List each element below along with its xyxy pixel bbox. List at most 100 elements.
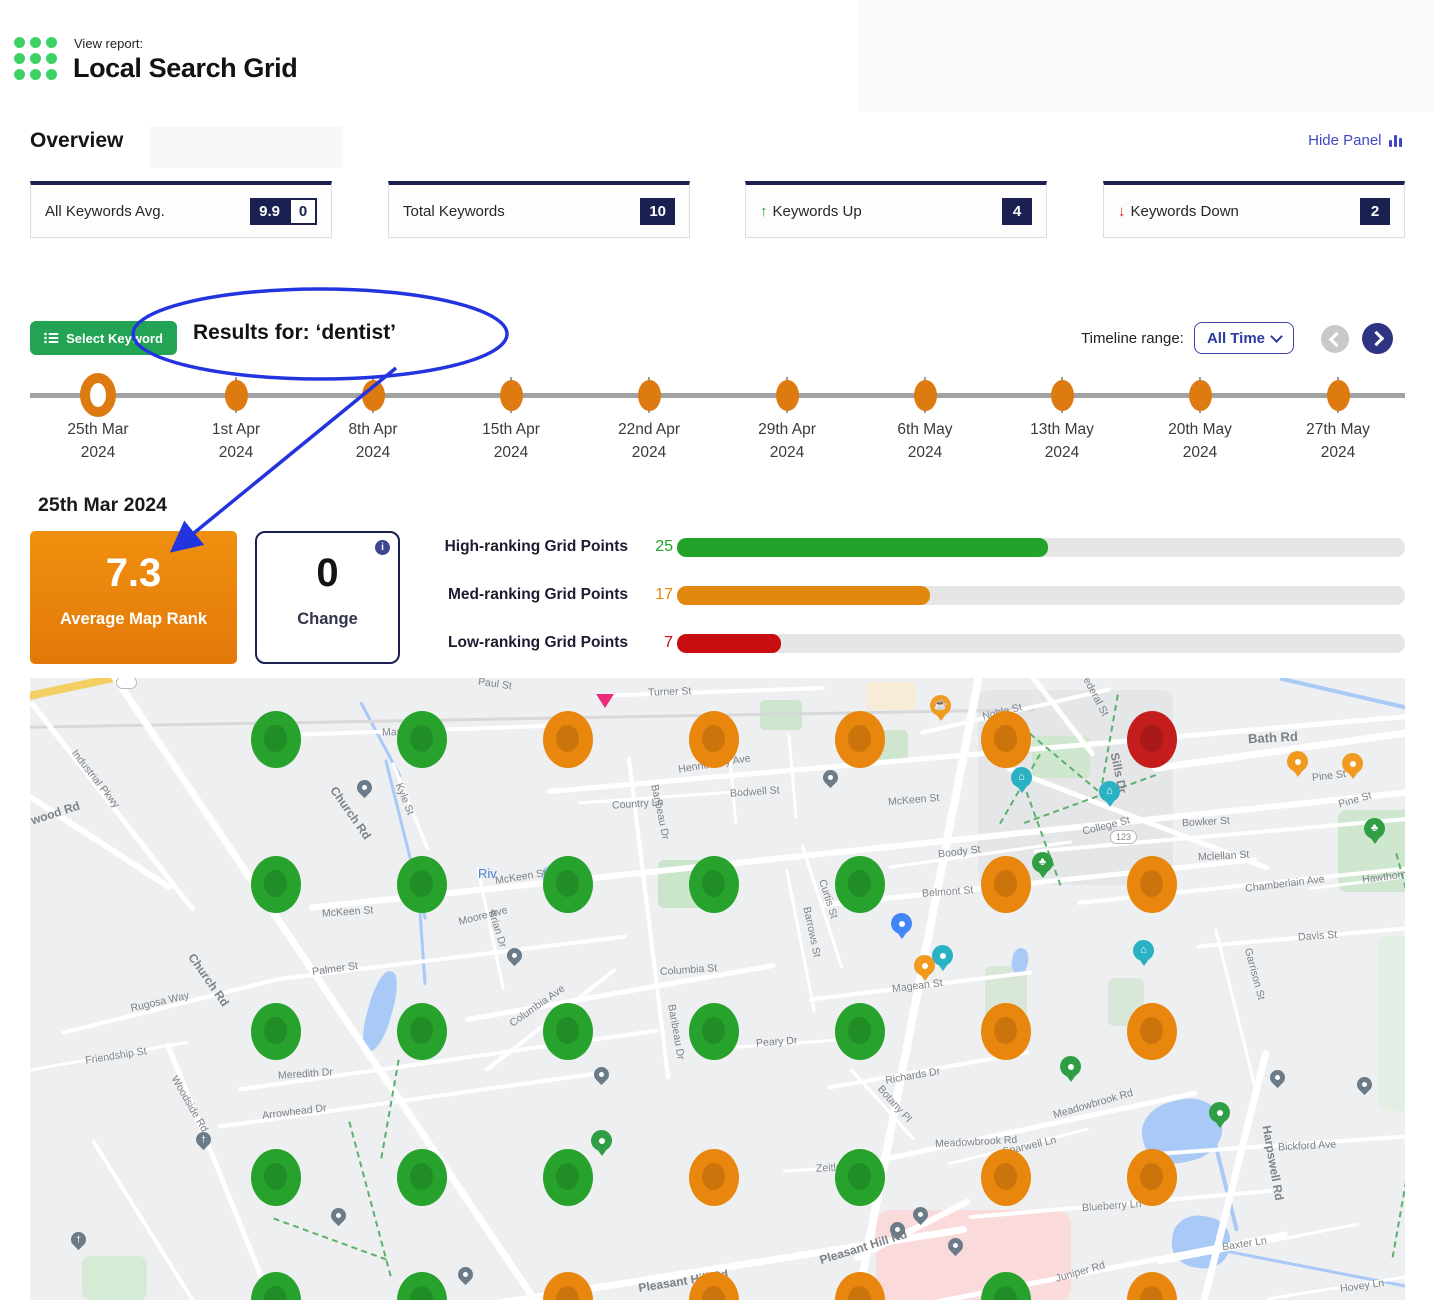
select-keyword-button[interactable]: Select Keyword	[30, 321, 177, 355]
stat-card-badges: 4	[1002, 197, 1032, 225]
pin-dot	[1275, 1075, 1280, 1080]
poi-pointer	[937, 964, 948, 971]
grid-point-r5c3[interactable]	[543, 1272, 593, 1300]
timeline-date-label: 27th May 2024	[1306, 421, 1370, 461]
selected-date-heading: 25th Mar 2024	[38, 494, 167, 516]
poi-pointer	[1104, 800, 1115, 807]
grid-point-r1c7[interactable]	[1127, 711, 1177, 768]
bar-fill	[677, 634, 782, 653]
grid-point-r1c3[interactable]	[543, 711, 593, 768]
page-title: Local Search Grid	[73, 53, 298, 83]
grid-point-r3c5[interactable]	[835, 1003, 885, 1060]
grid-point-r1c5[interactable]	[835, 711, 885, 768]
grid-point-r3c7[interactable]	[1127, 1003, 1177, 1060]
grid-point-r4c2[interactable]	[397, 1149, 447, 1206]
grid-point-r4c3[interactable]	[543, 1149, 593, 1206]
map-road	[30, 678, 170, 704]
grid-point-r2c2[interactable]	[397, 856, 447, 913]
pin-dot	[463, 1272, 468, 1277]
stat-card-badges: 2	[1360, 197, 1390, 225]
place-pin	[1266, 1066, 1289, 1089]
cafe-pin: ☕	[930, 695, 951, 721]
timeline-dot	[224, 380, 248, 411]
map-road	[60, 976, 280, 1036]
grid-point-r2c4[interactable]	[689, 856, 739, 913]
grid-point-r3c6[interactable]	[981, 1003, 1031, 1060]
timeline-range-value: All Time	[1206, 329, 1266, 347]
grid-point-r2c6[interactable]	[981, 856, 1031, 913]
timeline-track	[30, 393, 1405, 398]
map-area	[876, 1210, 1071, 1300]
view-report-label: View report:	[74, 36, 144, 51]
grid-point-r3c4[interactable]	[689, 1003, 739, 1060]
timeline-prev-button[interactable]	[1321, 325, 1349, 353]
timeline-dot	[499, 380, 523, 411]
grid-points-bar-row: Med-ranking Grid Points 17	[415, 585, 1405, 607]
grid-point-r4c4[interactable]	[689, 1149, 739, 1206]
route-badge-123: 123	[1110, 830, 1138, 844]
bar-chart-icon	[1388, 135, 1402, 149]
timeline-date-label: 13th May 2024	[1030, 421, 1094, 461]
grid-point-r2c7[interactable]	[1127, 856, 1177, 913]
street-label: Riv	[478, 866, 497, 881]
trend-down-icon: ↓	[1118, 202, 1126, 220]
street-label: Baribeau Dr	[665, 1003, 687, 1061]
poi-dot	[1216, 1109, 1223, 1116]
attraction-pin	[932, 945, 953, 971]
info-icon[interactable]: i	[375, 540, 390, 555]
grid-point-r4c6[interactable]	[981, 1149, 1031, 1206]
grid-point-r4c5[interactable]	[835, 1149, 885, 1206]
grid-point-r4c7[interactable]	[1127, 1149, 1177, 1206]
street-label: McKeen St	[887, 791, 940, 809]
park-pin: ♣	[1364, 818, 1385, 844]
hide-panel-link[interactable]: Hide Panel	[1308, 132, 1402, 149]
timeline-date-label: 25th Mar 2024	[67, 421, 129, 461]
bar-track	[677, 538, 1405, 557]
grid-point-r1c6[interactable]	[981, 711, 1031, 768]
poi-pointer	[1065, 1075, 1076, 1082]
poi-pointer	[919, 974, 930, 981]
pin-dot	[336, 1213, 341, 1218]
overview-tab-placeholder	[150, 127, 343, 168]
place-pin	[1353, 1073, 1376, 1096]
timeline-next-button[interactable]	[1362, 323, 1393, 354]
street-label: Hovey Ln	[1339, 1276, 1385, 1296]
map-area	[82, 1256, 147, 1300]
stat-badge: 10	[640, 197, 675, 225]
pin-dot	[1362, 1082, 1367, 1087]
map-area	[1378, 936, 1405, 1111]
grid-point-r3c1[interactable]	[251, 1003, 301, 1060]
grid-point-r3c3[interactable]	[543, 1003, 593, 1060]
change-value: 0	[316, 551, 339, 595]
poi-pointer	[1347, 772, 1358, 779]
grid-point-r3c2[interactable]	[397, 1003, 447, 1060]
grid-point-r2c1[interactable]	[251, 856, 301, 913]
chevron-right-icon	[1368, 330, 1384, 347]
grid-point-r5c7[interactable]	[1127, 1272, 1177, 1300]
grid-point-r1c2[interactable]	[397, 711, 447, 768]
grid-point-r2c3[interactable]	[543, 856, 593, 913]
street-label: Rugosa Way	[129, 989, 191, 1015]
map-road	[97, 678, 563, 1300]
museum-pin: ⌂	[1099, 781, 1120, 807]
pin-dot	[512, 953, 517, 958]
stat-card-label: Total Keywords	[403, 202, 505, 220]
timeline-date-label: 15th Apr 2024	[482, 421, 540, 461]
place-pin	[353, 776, 376, 799]
grid-point-r1c1[interactable]	[251, 711, 301, 768]
grid-point-r2c5[interactable]	[835, 856, 885, 913]
overview-heading: Overview	[30, 129, 124, 152]
street-label: Bowker St	[1181, 814, 1231, 830]
bar-track	[677, 586, 1405, 605]
trail-pin	[591, 1130, 612, 1156]
map-road	[1200, 1049, 1270, 1300]
poi-pointer	[896, 932, 907, 939]
grid-point-r1c4[interactable]	[689, 711, 739, 768]
timeline-range-dropdown[interactable]: All Time	[1194, 322, 1294, 354]
street-label: Friendship St	[84, 1045, 148, 1067]
grid-point-r5c2[interactable]	[397, 1272, 447, 1300]
poi-dot	[939, 952, 946, 959]
grid-point-r4c1[interactable]	[251, 1149, 301, 1206]
pin-dot	[895, 1227, 900, 1232]
